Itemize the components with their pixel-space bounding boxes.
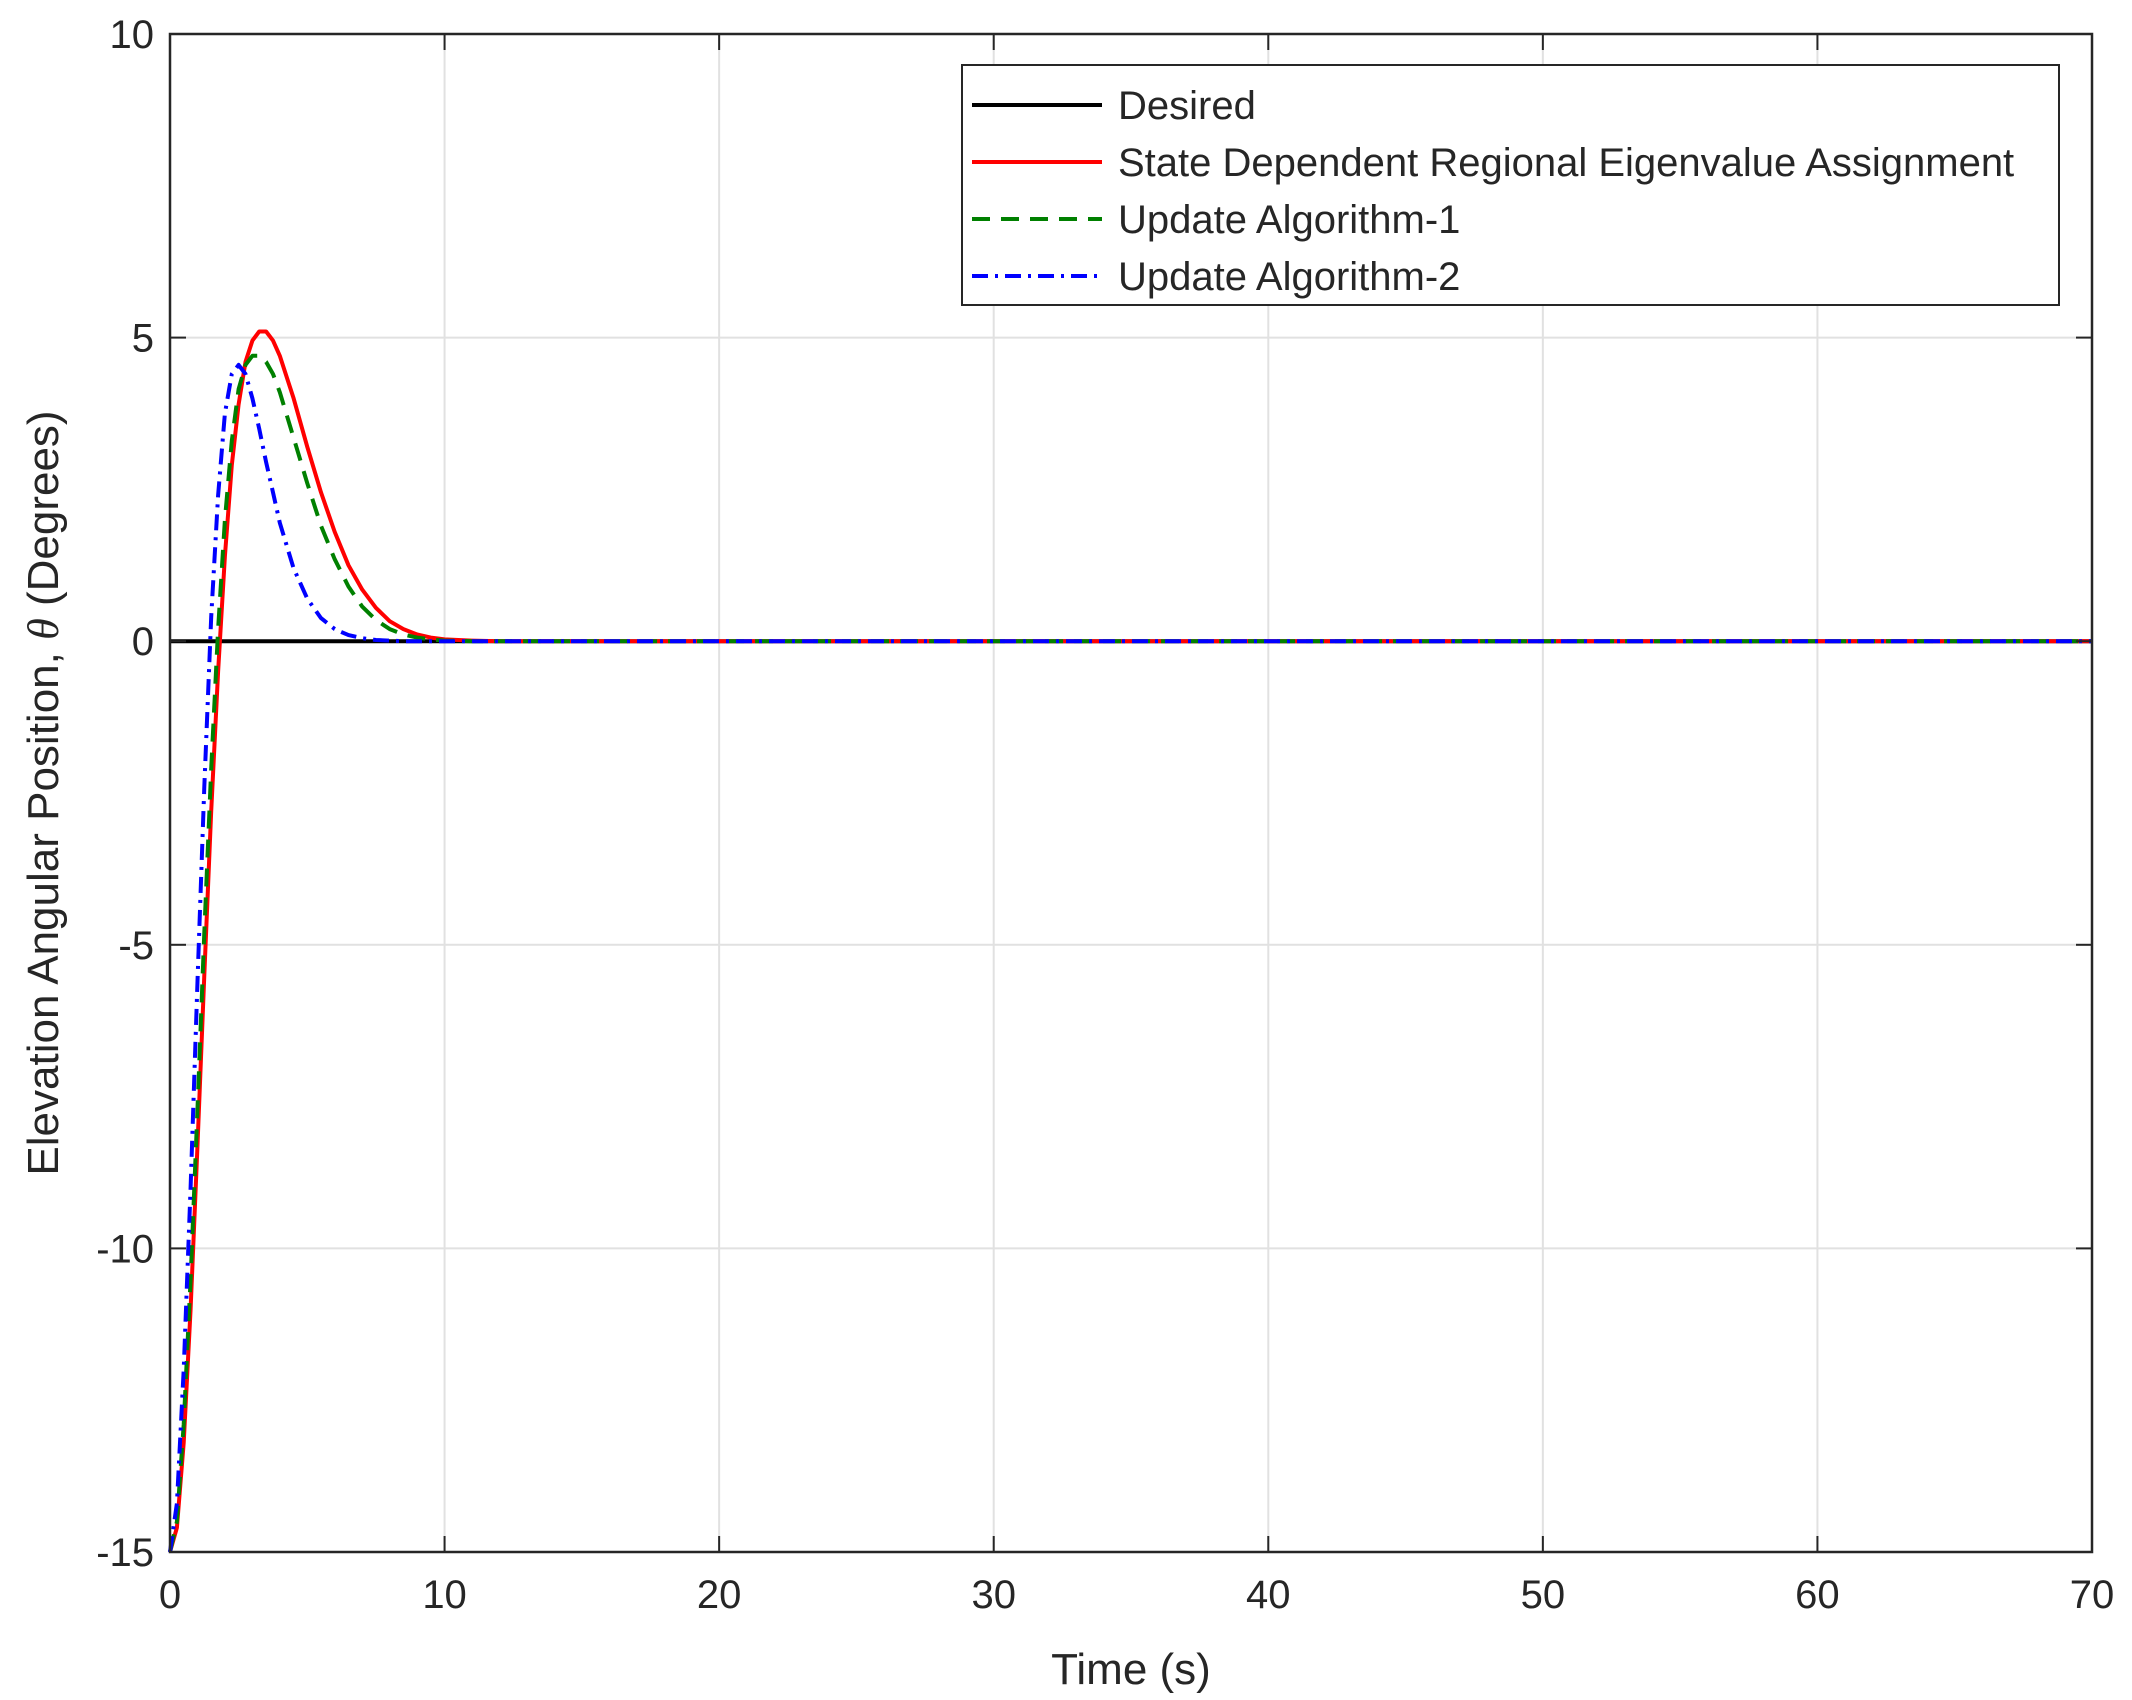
x-tick-label: 70 [2070,1573,2115,1617]
y-axis-label-unit: (Degrees) [19,410,68,606]
y-tick-label: -15 [96,1531,154,1575]
series-lines [168,329,2092,1553]
legend-label-2: Update Algorithm-1 [1118,198,1460,242]
x-tick-label: 20 [697,1573,742,1617]
legend-box [961,64,2060,306]
y-tick-label: -10 [96,1227,154,1271]
legend-label-3: Update Algorithm-2 [1118,255,1460,299]
y-tick-label: -5 [118,924,154,968]
x-tick-label: 50 [1521,1573,1566,1617]
x-tick-label: 0 [159,1573,181,1617]
legend: Desired State Dependent Regional Eigenval… [961,64,2060,306]
legend-entries: Desired State Dependent Regional Eigenval… [972,84,2014,299]
x-axis-label: Time (s) [1051,1645,1211,1694]
y-axis-label: Elevation Angular Position, θ (Degrees) [19,410,68,1175]
y-axis-label-main: Elevation Angular Position, [19,652,68,1175]
y-tick-label: 5 [132,317,154,361]
x-tick-label: 10 [422,1573,467,1617]
x-tick-label: 60 [1795,1573,1840,1617]
y-axis-label-symbol: θ [19,618,68,640]
series-line-2 [168,353,2092,1553]
y-tick-label: 0 [132,620,154,664]
legend-label-1: State Dependent Regional Eigenvalue Assi… [1118,141,2014,185]
y-tick-label: 10 [110,13,155,57]
y-axis-tick-labels: -15 -10 -5 0 5 10 [96,13,154,1575]
x-axis-tick-labels: 0 10 20 30 40 50 60 70 [159,1573,2114,1617]
x-tick-label: 40 [1246,1573,1291,1617]
plot-area-frame [168,32,2094,1554]
axis-ticks [169,33,2093,1553]
legend-label-0: Desired [1118,84,1256,128]
x-tick-label: 30 [971,1573,1016,1617]
